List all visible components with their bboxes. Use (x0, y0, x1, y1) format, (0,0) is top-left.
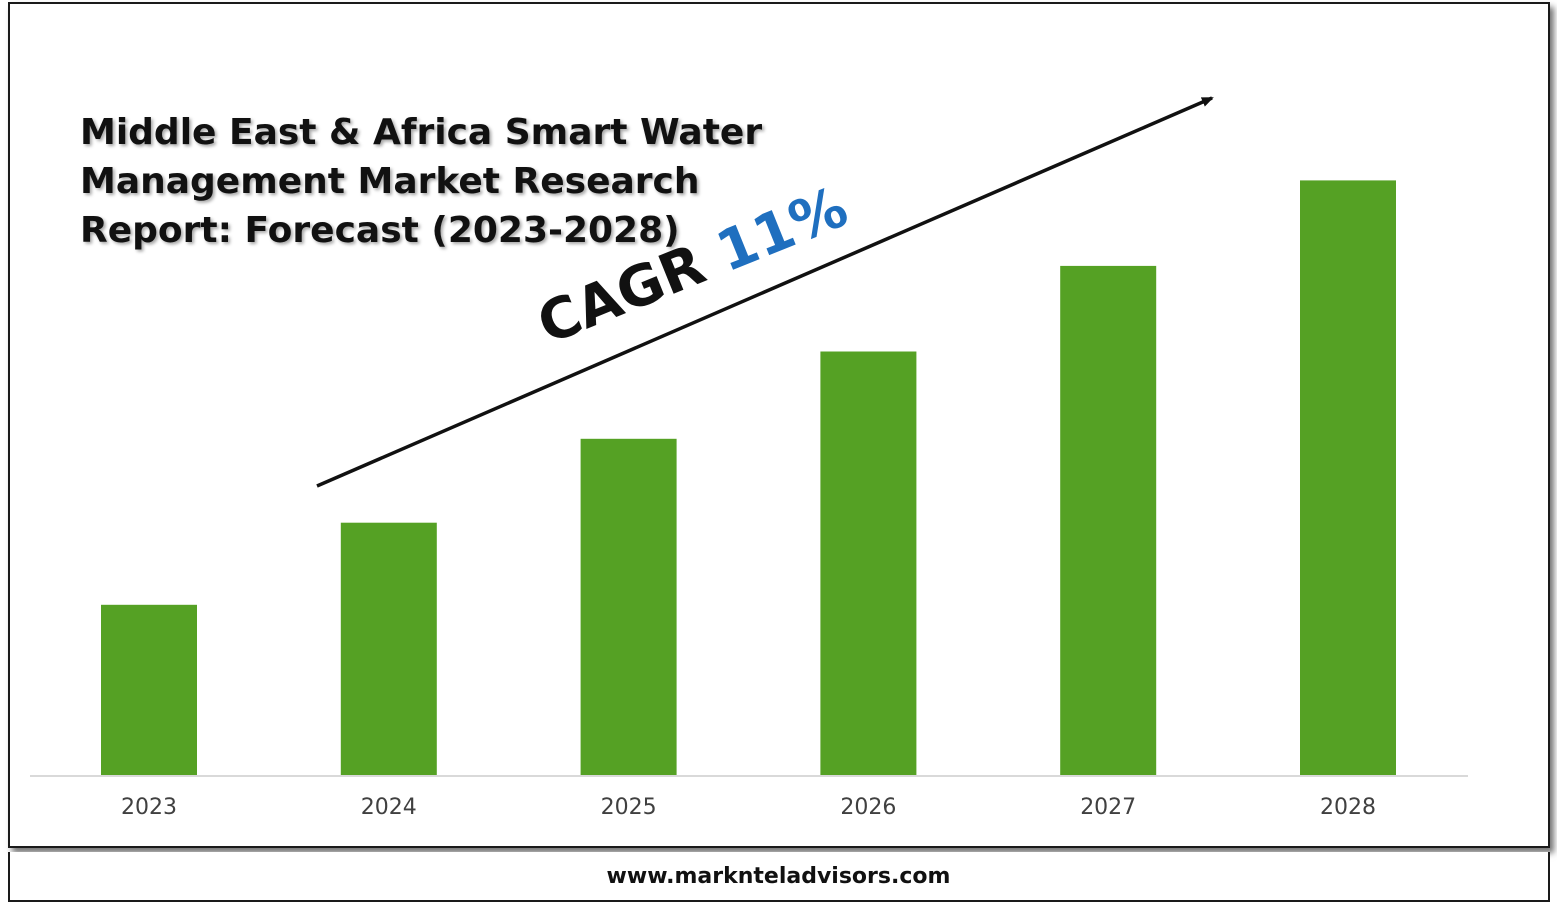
x-tick-label-2024: 2024 (361, 795, 417, 820)
x-tick-label-2026: 2026 (840, 795, 896, 820)
x-tick-labels: 2023 2024 2025 2026 2027 2028 (121, 795, 1376, 820)
bars-group (101, 180, 1396, 776)
bar-2026 (820, 351, 917, 776)
bar-2027 (1060, 265, 1157, 776)
x-tick-label-2027: 2027 (1080, 795, 1136, 820)
bar-2028 (1300, 180, 1396, 776)
x-tick-label-2028: 2028 (1320, 795, 1376, 820)
footer-band (8, 852, 1550, 902)
bar-2024 (340, 522, 437, 776)
x-tick-label-2023: 2023 (121, 795, 177, 820)
cagr-trend-arrow (316, 96, 1214, 488)
footer-website: www.marknteladvisors.com (606, 864, 951, 889)
chart-frame (8, 2, 1550, 848)
bar-2023 (101, 604, 197, 776)
chart-title: Middle East & Africa Smart Water Managem… (80, 112, 763, 251)
x-tick-label-2025: 2025 (601, 795, 657, 820)
bar-2025 (580, 438, 677, 776)
